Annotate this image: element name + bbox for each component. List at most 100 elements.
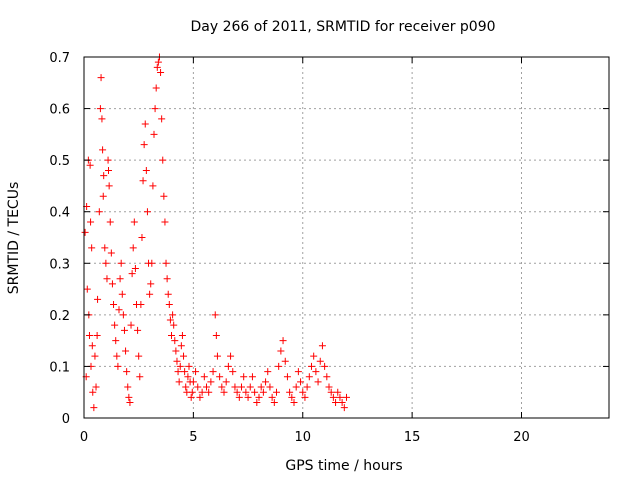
data-point <box>175 378 183 386</box>
data-point <box>103 275 111 283</box>
data-point <box>299 388 307 396</box>
data-point <box>151 105 159 113</box>
data-point <box>266 383 274 391</box>
data-point <box>323 373 331 381</box>
data-point <box>136 373 144 381</box>
data-point <box>131 264 139 272</box>
data-point <box>264 368 272 376</box>
data-point <box>105 182 113 190</box>
y-tick-label: 0.7 <box>49 51 70 66</box>
data-point <box>120 326 128 334</box>
data-points <box>81 53 350 412</box>
data-point <box>207 378 215 386</box>
data-point <box>321 362 329 370</box>
data-point <box>177 342 185 350</box>
data-point <box>251 388 259 396</box>
y-tick-label: 0.5 <box>49 154 70 169</box>
data-point <box>135 352 143 360</box>
data-point <box>290 399 298 407</box>
data-point <box>281 357 289 365</box>
data-point <box>181 368 189 376</box>
data-point <box>90 404 98 412</box>
data-point <box>159 156 167 164</box>
data-point <box>83 285 91 293</box>
data-point <box>253 399 261 407</box>
data-point <box>262 378 270 386</box>
data-point <box>164 290 172 298</box>
data-point <box>178 331 186 339</box>
data-point <box>216 373 224 381</box>
data-point <box>95 208 103 216</box>
data-point <box>129 244 137 252</box>
y-tick-label: 0.2 <box>49 309 70 324</box>
data-point <box>123 368 131 376</box>
data-point <box>182 383 190 391</box>
data-point <box>213 352 221 360</box>
y-tick-label: 0.3 <box>49 257 70 272</box>
data-point <box>209 368 217 376</box>
data-point <box>165 301 173 309</box>
data-point <box>308 362 315 370</box>
data-point <box>200 373 208 381</box>
data-point <box>111 321 119 329</box>
data-point <box>203 383 210 391</box>
data-point <box>106 218 114 226</box>
data-point <box>158 115 166 123</box>
data-point <box>318 342 326 350</box>
data-point <box>288 393 296 401</box>
data-point <box>329 393 337 401</box>
data-point <box>149 182 157 190</box>
data-point <box>85 331 93 339</box>
data-point <box>336 393 344 401</box>
data-point <box>229 368 237 376</box>
data-point <box>110 301 118 309</box>
data-point <box>222 378 230 386</box>
data-point <box>87 218 95 226</box>
data-point <box>275 362 283 370</box>
data-point <box>292 383 300 391</box>
y-tick-label: 0.4 <box>49 206 70 221</box>
x-tick-label: 15 <box>404 430 421 445</box>
data-point <box>116 275 124 283</box>
x-axis-label: GPS time / hours <box>285 458 402 474</box>
data-point <box>154 58 162 66</box>
data-point <box>119 311 127 319</box>
data-point <box>338 399 346 407</box>
data-point <box>99 146 107 154</box>
y-tick-label: 0.1 <box>49 360 70 375</box>
data-point <box>115 306 123 314</box>
y-axis-label: SRMTID / TECUs <box>6 182 22 295</box>
data-point <box>187 393 195 401</box>
data-point <box>212 331 220 339</box>
data-point <box>327 388 335 396</box>
data-point <box>117 259 125 267</box>
data-point <box>88 342 96 350</box>
data-point <box>334 388 342 396</box>
data-point <box>189 378 197 386</box>
data-point <box>107 249 115 257</box>
data-point <box>314 378 322 386</box>
x-tick-label: 5 <box>189 430 197 445</box>
data-point <box>246 383 254 391</box>
data-point <box>218 383 226 391</box>
data-point <box>146 290 154 298</box>
data-point <box>138 234 146 241</box>
x-tick-label: 0 <box>80 430 88 445</box>
data-point <box>233 388 241 396</box>
data-point <box>174 368 182 376</box>
data-point <box>235 393 243 401</box>
data-point <box>125 393 133 401</box>
data-point <box>163 275 171 283</box>
data-point <box>150 130 158 138</box>
data-point <box>143 208 151 216</box>
data-point <box>102 259 110 267</box>
data-point <box>100 172 108 180</box>
data-point <box>279 337 287 345</box>
data-point <box>157 68 165 76</box>
data-point <box>297 378 305 386</box>
data-point <box>113 352 121 360</box>
data-point <box>340 404 348 412</box>
data-point <box>188 388 196 396</box>
data-point <box>332 399 340 407</box>
